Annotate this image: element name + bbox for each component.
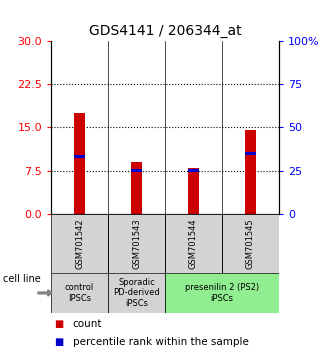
Bar	[188, 168, 199, 214]
Text: GSM701542: GSM701542	[75, 218, 84, 269]
Text: presenilin 2 (PS2)
iPSCs: presenilin 2 (PS2) iPSCs	[185, 283, 259, 303]
Bar	[165, 214, 222, 273]
Text: percentile rank within the sample: percentile rank within the sample	[73, 337, 248, 347]
Bar	[188, 169, 199, 172]
Bar	[51, 214, 108, 273]
Text: cell line: cell line	[3, 274, 41, 284]
Bar	[108, 214, 165, 273]
Text: Sporadic
PD-derived
iPSCs: Sporadic PD-derived iPSCs	[113, 278, 160, 308]
Text: ■: ■	[54, 319, 64, 329]
Bar	[75, 155, 85, 158]
Bar	[75, 113, 85, 214]
Text: count: count	[73, 319, 102, 329]
Bar	[51, 273, 108, 313]
Bar	[222, 214, 279, 273]
Bar	[108, 273, 165, 313]
Text: GSM701545: GSM701545	[246, 218, 255, 269]
Title: GDS4141 / 206344_at: GDS4141 / 206344_at	[89, 24, 241, 38]
Bar	[131, 169, 142, 172]
Text: GSM701544: GSM701544	[189, 218, 198, 269]
Text: control
IPSCs: control IPSCs	[65, 283, 94, 303]
Text: ■: ■	[54, 337, 64, 347]
Bar	[245, 152, 255, 155]
Bar	[131, 162, 142, 214]
Bar	[245, 130, 255, 214]
Bar	[165, 273, 279, 313]
Text: GSM701543: GSM701543	[132, 218, 141, 269]
